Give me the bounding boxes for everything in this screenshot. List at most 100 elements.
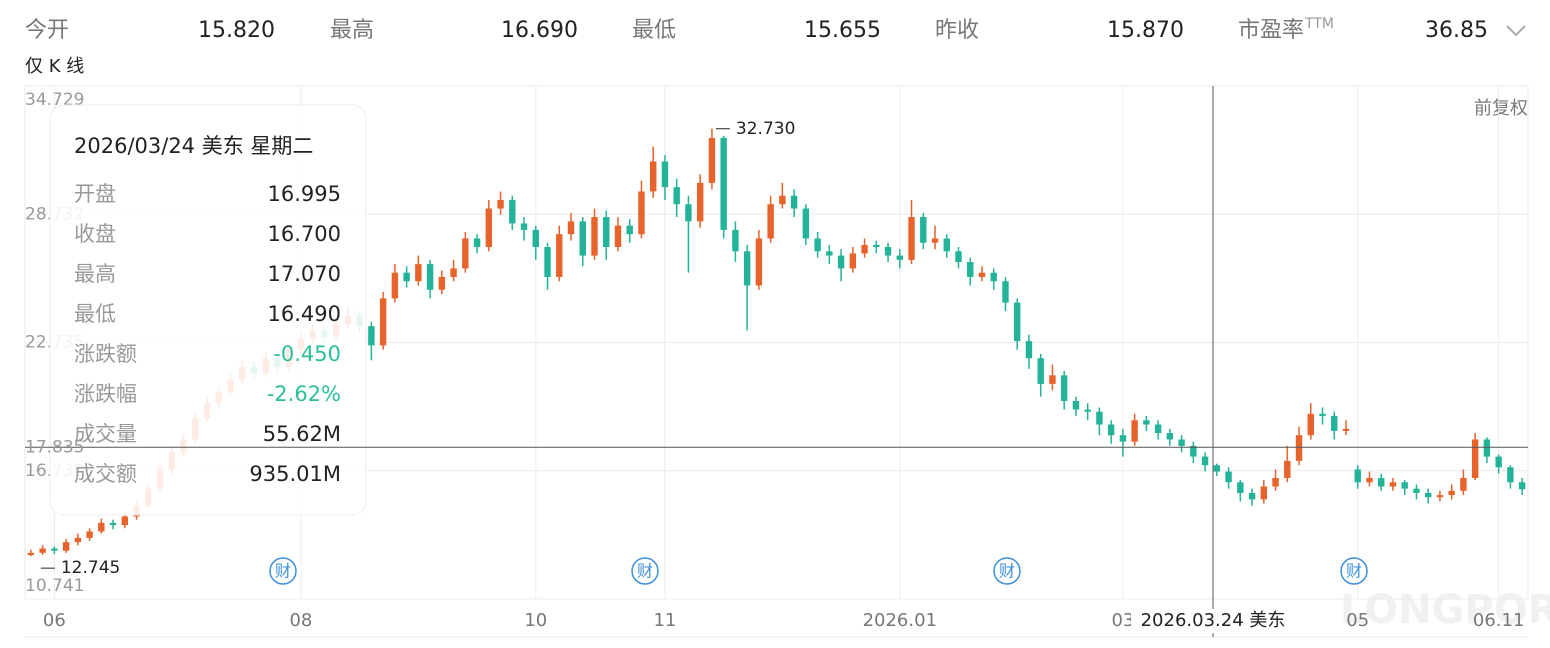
candle-body	[1260, 486, 1268, 500]
mode-label[interactable]: 仅 K 线	[25, 56, 84, 77]
candle-body	[661, 161, 669, 188]
tooltip-value: 935.01M	[249, 462, 341, 486]
candle-body	[1166, 433, 1174, 440]
event-label[interactable]: 财	[1346, 562, 1362, 581]
candle-body	[1378, 477, 1385, 487]
candle-body	[1319, 413, 1326, 416]
tooltip-value: 55.62M	[263, 422, 341, 446]
tooltip-label: 成交额	[74, 462, 137, 486]
candle-body	[1002, 281, 1009, 303]
tooltip-label: 最低	[74, 302, 116, 326]
candle-body	[1201, 456, 1209, 466]
candle-body	[403, 272, 410, 282]
candle-body	[1154, 424, 1162, 434]
candle-body	[1037, 358, 1044, 384]
x-tick-label: 10	[524, 610, 547, 631]
candle-body	[1014, 302, 1021, 342]
quote-value: 15.655	[804, 18, 881, 43]
tooltip-label: 涨跌幅	[74, 382, 137, 406]
tooltip-value: 17.070	[268, 262, 341, 286]
candle-body	[450, 268, 457, 277]
candle-body	[732, 229, 739, 252]
candle-body	[743, 251, 751, 286]
candle-body	[1248, 492, 1256, 500]
event-label[interactable]: 财	[275, 562, 291, 581]
candle-body	[1518, 482, 1526, 490]
quote-value: 15.820	[198, 18, 275, 43]
x-tick-label: 05	[1346, 610, 1369, 631]
expand-chevron[interactable]	[1506, 25, 1526, 37]
overlay: 17.835 2026.03.24 美东	[25, 86, 1528, 637]
candle-body	[720, 137, 727, 230]
candle-body	[1354, 469, 1361, 483]
candle-body	[462, 238, 469, 269]
candle-body	[591, 217, 598, 256]
x-tick-label: 06	[43, 610, 66, 631]
candle-body	[1178, 439, 1185, 446]
candle-body	[920, 217, 927, 243]
candle-body	[638, 191, 645, 235]
candle-body	[802, 208, 810, 239]
tooltip-label: 最高	[74, 262, 116, 286]
quote-value: 36.85	[1425, 18, 1488, 43]
crosshair-date-bg	[1131, 609, 1295, 633]
candle-body	[426, 264, 434, 290]
candle-body	[1448, 490, 1455, 496]
candle-body	[779, 195, 786, 205]
candle-body	[473, 238, 481, 248]
candle-body	[908, 217, 915, 260]
event-label[interactable]: 财	[637, 562, 653, 581]
candle-body	[520, 223, 528, 230]
x-tick-label: 2026.01	[863, 610, 937, 631]
candle-body	[39, 548, 46, 553]
candle-body	[1413, 488, 1420, 493]
candle-body	[497, 199, 504, 209]
min-label: 12.745	[61, 558, 120, 578]
candle-body	[1389, 482, 1397, 487]
candle-body	[708, 137, 716, 183]
candle-body	[626, 225, 633, 235]
quote-label-sup: TTM	[1304, 16, 1334, 32]
crosshair-date: 2026.03.24 美东	[1141, 610, 1286, 631]
candle-body	[1096, 411, 1103, 425]
tooltip-box	[49, 104, 367, 516]
candle-body	[931, 238, 939, 243]
candle-body	[109, 522, 117, 526]
candle-body	[896, 255, 903, 260]
candle-body	[391, 272, 399, 299]
tooltip-value: -0.450	[273, 342, 341, 366]
candle-body	[814, 238, 821, 252]
tooltip-label: 收盘	[74, 222, 116, 246]
tooltip-label: 开盘	[74, 182, 116, 206]
quote-label: 今开	[25, 18, 69, 43]
candle-body	[368, 326, 375, 346]
candle-body	[650, 161, 657, 192]
candle-body	[1495, 456, 1502, 468]
candle-body	[532, 229, 539, 248]
candle-body	[1237, 482, 1244, 493]
candle-body	[990, 272, 997, 282]
candle-body	[826, 251, 833, 256]
tooltip-value: 16.490	[268, 302, 341, 326]
candle-body	[86, 531, 93, 538]
x-tick-label: 08	[289, 610, 312, 631]
candle-body	[673, 187, 680, 205]
candle-body	[1107, 424, 1115, 436]
candle-body	[1025, 341, 1033, 359]
candle-body	[1143, 420, 1150, 425]
candle-body	[1272, 477, 1279, 487]
candle-body	[62, 542, 70, 551]
candle-body	[1284, 460, 1291, 478]
candle-body	[1460, 477, 1467, 491]
adjust-label[interactable]: 前复权	[1474, 98, 1528, 119]
x-tick-label: 11	[653, 610, 676, 631]
candle-body	[27, 552, 35, 555]
candle-body	[567, 221, 575, 235]
quote-label: 市盈率	[1238, 18, 1304, 43]
event-label[interactable]: 财	[999, 562, 1015, 581]
candle-body	[603, 217, 610, 248]
event-badge	[1340, 557, 1368, 585]
candle-body	[1436, 495, 1444, 498]
candle-body	[1190, 445, 1197, 457]
candle-body	[967, 261, 974, 277]
